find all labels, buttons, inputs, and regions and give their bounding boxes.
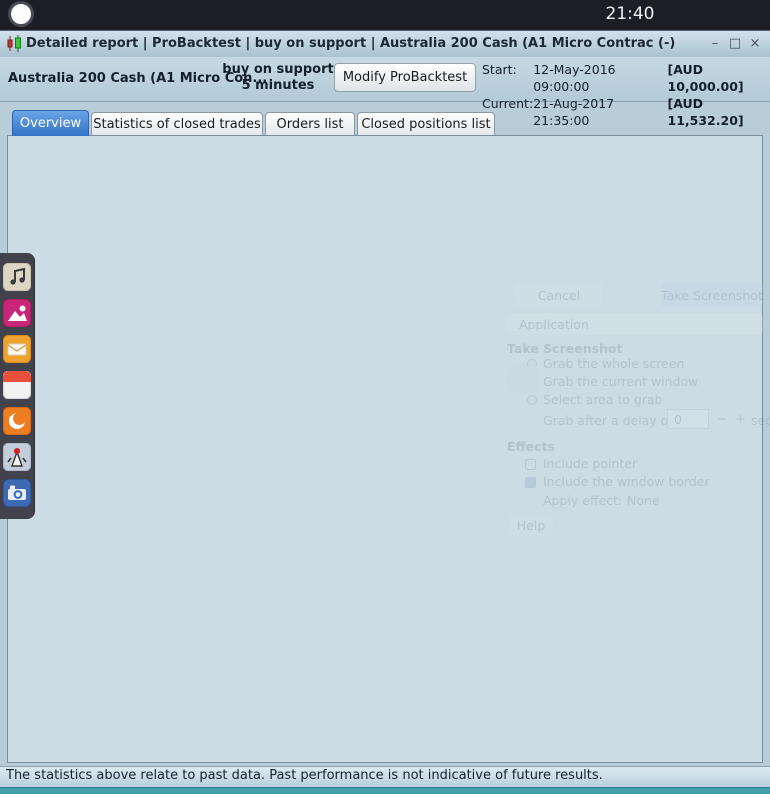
screenshot-app-icon[interactable] (3, 479, 31, 507)
window-title: Detailed report | ProBacktest | buy on s… (26, 36, 676, 51)
overview-panel (7, 135, 763, 763)
start-row: Start: 12-May-2016 09:00:00 [AUD 10,000.… (482, 61, 770, 95)
close-button[interactable]: × (749, 36, 761, 51)
start-label: Start: (482, 62, 517, 77)
tab-overview[interactable]: Overview (12, 110, 89, 136)
current-label: Current: (482, 96, 534, 111)
photos-app-icon[interactable] (3, 299, 31, 327)
strategy-name: buy on support 5 minutes (222, 62, 334, 93)
minimize-button[interactable]: – (711, 36, 719, 51)
window-titlebar[interactable] (0, 31, 770, 58)
maximize-button[interactable]: □ (728, 36, 742, 51)
window-controls: – □ × (708, 36, 762, 51)
current-datetime: 21-Aug-2017 21:35:00 (533, 96, 615, 128)
instrument-name: Australia 200 Cash (A1 Micro Con... (8, 71, 268, 86)
clock: 21:40 (605, 4, 655, 24)
start-datetime: 12-May-2016 09:00:00 (533, 62, 616, 94)
tab-closed-positions[interactable]: Closed positions list (357, 112, 495, 136)
browser-app-icon[interactable] (3, 371, 31, 399)
candlestick-icon (7, 35, 21, 52)
tab-statistics[interactable]: Statistics of closed trades (91, 112, 263, 136)
account-summary: Start: 12-May-2016 09:00:00 [AUD 10,000.… (482, 61, 770, 129)
desktop-strip (0, 787, 770, 794)
start-amount: [AUD 10,000.00] (667, 62, 744, 94)
firefox-app-icon[interactable] (3, 407, 31, 435)
status-text: The statistics above relate to past data… (6, 768, 603, 783)
tab-orders-list[interactable]: Orders list (265, 112, 355, 136)
desktop-top-bar: 21:40 (0, 0, 770, 31)
app-dock (0, 253, 35, 519)
java-duke-app-icon[interactable] (3, 443, 31, 471)
music-app-icon[interactable] (3, 263, 31, 291)
current-amount: [AUD 11,532.20] (667, 96, 744, 128)
modify-probacktest-button[interactable]: Modify ProBacktest (334, 63, 476, 92)
activities-logo-icon[interactable] (8, 1, 34, 27)
current-row: Current: 21-Aug-2017 21:35:00 [AUD 11,53… (482, 95, 770, 129)
mail-app-icon[interactable] (3, 335, 31, 363)
status-bar (0, 766, 770, 787)
